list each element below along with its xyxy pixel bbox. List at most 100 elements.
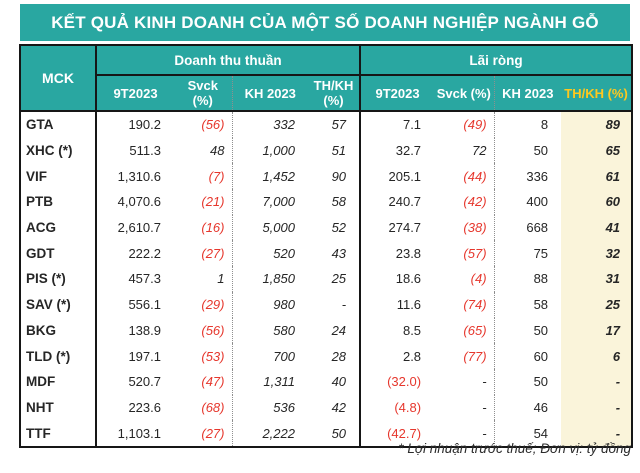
value-cell: - <box>434 420 495 447</box>
value-cell: 700 <box>273 348 295 364</box>
value-cell: 556.1 <box>128 297 161 313</box>
col-header-revenue-kh2023: KH 2023 <box>232 75 308 112</box>
value-cell: 32 <box>561 240 633 267</box>
value-cell: 54 <box>533 425 549 441</box>
results-table: MCK Doanh thu thuần Lãi ròng 9T2023 Svck… <box>19 44 634 448</box>
value-cell: 5,000 <box>262 220 295 236</box>
value-cell: 457.3 <box>128 271 161 287</box>
value-cell: 52 <box>308 214 362 241</box>
value-cell: (77) <box>434 343 495 369</box>
value-cell: - <box>308 291 362 318</box>
table-row: PIS (*) 457.3 1 1,850 25 18.6 (4) 88 31 <box>20 266 633 292</box>
value-cell: (53) <box>174 343 233 369</box>
ticker-cell: TTF <box>20 420 97 447</box>
col-header-revenue-9t2023: 9T2023 <box>96 75 174 112</box>
value-cell: (65) <box>434 317 495 344</box>
value-cell: 50 <box>308 420 362 447</box>
value-cell: 2.8 <box>402 348 422 364</box>
value-cell: 58 <box>533 297 549 313</box>
value-cell: 336 <box>526 168 549 184</box>
value-cell: (21) <box>174 189 233 215</box>
value-cell: 48 <box>174 137 233 164</box>
ticker-cell: VIF <box>20 163 97 190</box>
table-row: BKG 138.9 (56) 580 24 8.5 (65) 50 17 <box>20 317 633 344</box>
value-cell: 25 <box>561 291 633 318</box>
value-cell: (42.7) <box>387 425 422 441</box>
value-cell: 4,070.6 <box>117 194 161 210</box>
value-cell: 332 <box>273 117 295 133</box>
value-cell: 60 <box>561 189 633 215</box>
value-cell: 7.1 <box>402 117 422 133</box>
value-cell: - <box>561 368 633 395</box>
col-header-profit-kh2023: KH 2023 <box>494 75 562 112</box>
value-cell: (27) <box>174 240 233 267</box>
table-row: NHT 223.6 (68) 536 42 (4.8) -46- <box>20 394 633 421</box>
value-cell: (7) <box>174 163 233 190</box>
value-cell: (27) <box>174 420 233 447</box>
value-cell: (56) <box>174 111 233 138</box>
table-body: GTA 190.2 (56) 332 57 7.1 (49) 8 89 XHC (*) 511.3 4… <box>20 111 633 447</box>
value-cell: 50 <box>533 143 549 159</box>
col-header-profit-9t2023: 9T2023 <box>360 75 435 112</box>
value-cell: 89 <box>561 111 633 138</box>
value-cell: 536 <box>273 399 295 415</box>
table-row: SAV (*) 556.1 (29) 980- 11.6 (74) 58 25 <box>20 291 633 318</box>
value-cell: - <box>561 394 633 421</box>
table-row: TLD (*) 197.1 (53) 700 28 2.8 (77) 60 6 <box>20 343 633 369</box>
col-header-mck: MCK <box>20 45 97 112</box>
value-cell: (47) <box>174 368 233 395</box>
value-cell: 1 <box>174 266 233 292</box>
ticker-cell: GTA <box>20 111 97 138</box>
value-cell: 40 <box>308 368 362 395</box>
value-cell: 980 <box>273 297 295 313</box>
value-cell: (44) <box>434 163 495 190</box>
value-cell: 43 <box>308 240 362 267</box>
value-cell: (4.8) <box>394 399 422 415</box>
value-cell: 240.7 <box>388 194 422 210</box>
value-cell: 58 <box>308 189 362 215</box>
value-cell: 511.3 <box>129 143 161 159</box>
col-header-revenue-thkh: TH/KH (%) <box>308 75 362 112</box>
col-header-revenue-svck: Svck (%) <box>174 75 233 112</box>
table-row: XHC (*) 511.3 48 1,000 51 32.7 72 50 65 <box>20 137 633 164</box>
ticker-cell: XHC (*) <box>20 137 97 164</box>
value-cell: 61 <box>561 163 633 190</box>
table-row: ACG 2,610.7 (16) 5,000 52 274.7 (38) 668 41 <box>20 214 633 241</box>
value-cell: 8.5 <box>402 322 422 338</box>
value-cell: (42) <box>434 189 495 215</box>
group-header-row: MCK Doanh thu thuần Lãi ròng <box>20 45 633 112</box>
page-title: KẾT QUẢ KINH DOANH CỦA MỘT SỐ DOANH NGHI… <box>20 4 630 41</box>
value-cell: 75 <box>533 245 549 261</box>
value-cell: 222.2 <box>128 245 161 261</box>
value-cell: 11.6 <box>396 297 422 313</box>
ticker-cell: ACG <box>20 214 97 241</box>
value-cell: 6 <box>561 343 633 369</box>
value-cell: 205.1 <box>388 168 422 184</box>
table-row: PTB 4,070.6 (21) 7,000 58 240.7 (42) 400 60 <box>20 189 633 215</box>
value-cell: 31 <box>561 266 633 292</box>
table-row: TTF 1,103.1 (27) 2,222 50 (42.7) -54- <box>20 420 633 447</box>
ticker-cell: PTB <box>20 189 97 215</box>
value-cell: 2,610.7 <box>117 220 161 236</box>
value-cell: 50 <box>533 322 549 338</box>
value-cell: 580 <box>273 322 295 338</box>
value-cell: 190.2 <box>128 117 161 133</box>
value-cell: 50 <box>533 374 549 390</box>
value-cell: 51 <box>308 137 362 164</box>
value-cell: (32.0) <box>387 374 422 390</box>
value-cell: (68) <box>174 394 233 421</box>
value-cell: 42 <box>308 394 362 421</box>
value-cell: 18.6 <box>395 271 422 287</box>
value-cell: 274.7 <box>388 220 422 236</box>
value-cell: 1,000 <box>262 143 295 159</box>
value-cell: 23.8 <box>395 245 422 261</box>
value-cell: 41 <box>561 214 633 241</box>
value-cell: 90 <box>308 163 362 190</box>
value-cell: - <box>434 394 495 421</box>
value-cell: 223.6 <box>128 399 161 415</box>
value-cell: (4) <box>434 266 495 292</box>
value-cell: 1,452 <box>262 168 295 184</box>
value-cell: 17 <box>561 317 633 344</box>
col-header-profit-thkh: TH/KH (%) <box>561 75 633 112</box>
